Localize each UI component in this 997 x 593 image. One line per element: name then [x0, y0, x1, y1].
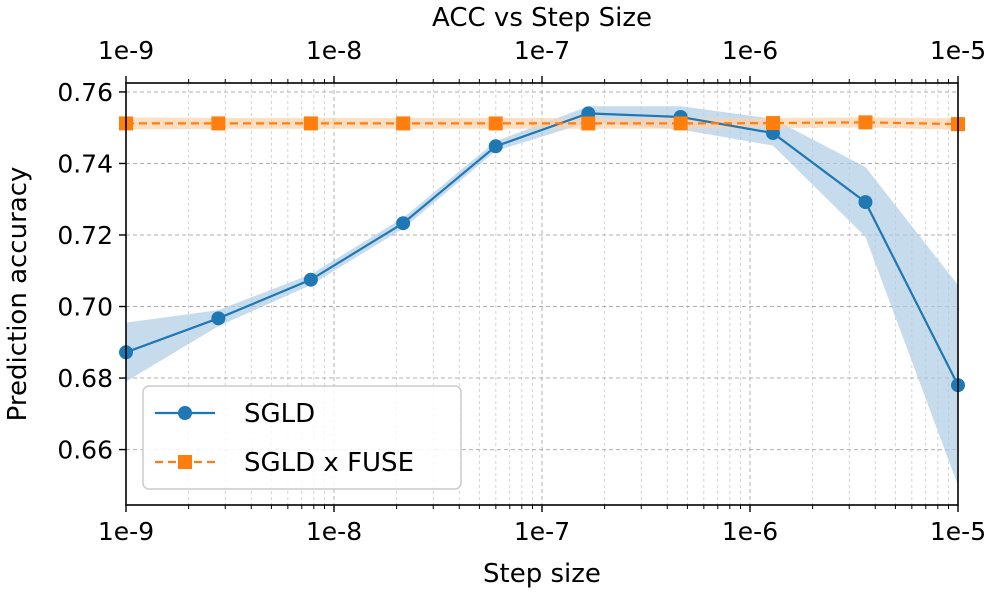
- legend-fuse-marker: [178, 455, 192, 469]
- sgld-x-fuse-point: [673, 116, 688, 131]
- y-tick-label: 0.68: [57, 364, 113, 393]
- sgld-x-fuse-point: [211, 116, 226, 131]
- y-tick-label: 0.66: [57, 436, 113, 465]
- y-tick-label: 0.72: [57, 221, 113, 250]
- series-markers: [119, 106, 965, 393]
- sgld-x-fuse-point: [581, 116, 596, 131]
- x-tick-label: 1e-9: [98, 517, 154, 546]
- x-tick-label: 1e-7: [514, 517, 570, 546]
- legend: SGLD SGLD x FUSE: [142, 385, 462, 490]
- x-axis-title: Step size: [483, 559, 601, 589]
- legend-sgld-label: SGLD: [244, 399, 315, 429]
- x-top-tick-label: 1e-9: [98, 36, 154, 65]
- chart-title: ACC vs Step Size: [432, 3, 652, 33]
- sgld-x-fuse-line: [126, 121, 958, 126]
- legend-fuse-label: SGLD x FUSE: [244, 448, 414, 478]
- sgld-x-fuse-point: [303, 116, 318, 131]
- x-top-tick-label: 1e-8: [306, 36, 362, 65]
- x-tick-label: 1e-6: [722, 517, 778, 546]
- y-tick-label: 0.70: [57, 293, 113, 322]
- sgld-point: [211, 311, 226, 326]
- sgld-line: [126, 112, 958, 386]
- series-lines: [126, 112, 958, 386]
- x-tick-label: 1e-5: [930, 517, 986, 546]
- sgld-point: [488, 139, 503, 154]
- y-axis-title: Prediction accuracy: [3, 167, 33, 422]
- x-top-tick-label: 1e-5: [930, 36, 986, 65]
- legend-sgld-marker: [178, 406, 192, 420]
- sgld-x-fuse-point: [766, 116, 781, 131]
- y-tick-label: 0.74: [57, 149, 113, 178]
- sgld-x-fuse-point: [396, 116, 411, 131]
- sgld-x-fuse-point: [488, 116, 503, 131]
- x-tick-label: 1e-8: [306, 517, 362, 546]
- sgld-point: [396, 216, 411, 231]
- sgld-point: [858, 195, 873, 210]
- legend-box: [142, 385, 462, 490]
- sgld-x-fuse-point: [858, 115, 873, 130]
- axis-ticks: [119, 76, 959, 512]
- x-top-tick-label: 1e-7: [514, 36, 570, 65]
- y-tick-label: 0.76: [57, 78, 113, 107]
- x-top-tick-label: 1e-6: [722, 36, 778, 65]
- sgld-point: [303, 272, 318, 287]
